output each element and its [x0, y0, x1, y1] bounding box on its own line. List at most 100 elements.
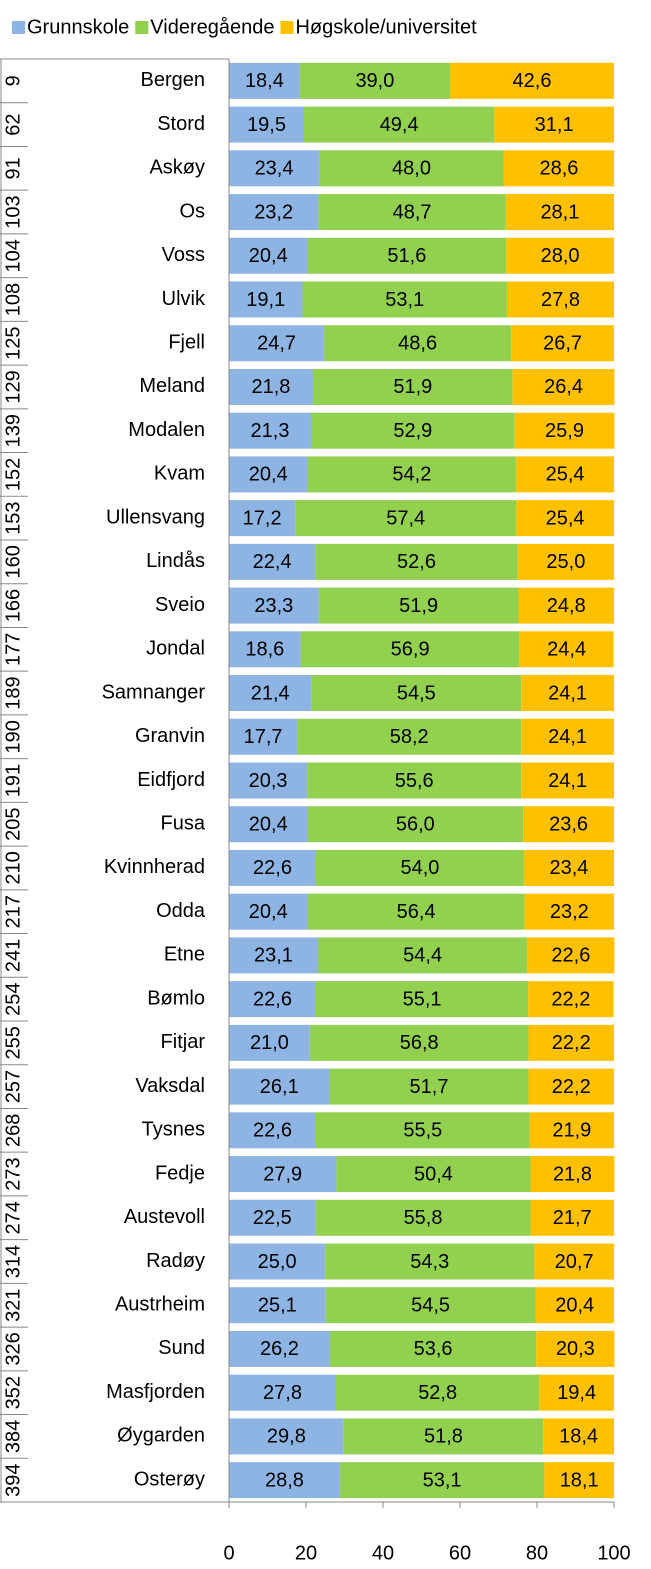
category-label: Radøy [146, 1250, 205, 1272]
bar-segment [229, 1462, 340, 1499]
x-tick-label: 80 [526, 1542, 548, 1564]
data-label: 26,7 [543, 333, 582, 355]
bar-segment [229, 368, 313, 405]
bar-segment [229, 106, 305, 143]
bar-segment [307, 456, 517, 493]
data-label: 23,3 [254, 595, 293, 617]
category-label: Ullensvang [106, 506, 205, 528]
category-label: Granvin [135, 725, 205, 747]
bar-segment [229, 1418, 344, 1455]
data-label: 27,9 [263, 1163, 302, 1185]
bar-segment [503, 150, 614, 187]
bar-segment [521, 675, 614, 712]
legend-label: Grunnskole [27, 16, 129, 38]
data-label: 22,2 [552, 1076, 591, 1098]
bar-segment [536, 1330, 615, 1367]
bar-segment [528, 1024, 614, 1061]
data-label: 27,8 [541, 289, 580, 311]
category-label: Kvinnherad [104, 856, 205, 878]
data-label: 54,3 [410, 1251, 449, 1273]
bar-segment [521, 762, 614, 799]
rank-label: 189 [2, 676, 24, 709]
bar-segment [229, 150, 320, 187]
data-label: 23,2 [550, 901, 589, 923]
data-label: 18,6 [245, 639, 284, 661]
bar-segment [229, 937, 318, 974]
category-label: Kvam [154, 463, 205, 485]
data-label: 20,3 [556, 1338, 595, 1360]
bar-segment [229, 1024, 310, 1061]
data-label: 52,8 [418, 1382, 457, 1404]
category-label: Fedje [155, 1162, 205, 1184]
category-label: Sveio [155, 594, 205, 616]
bar-segment [229, 456, 308, 493]
data-label: 20,7 [555, 1251, 594, 1273]
bar-segment [229, 1330, 330, 1367]
category-label: Lindås [146, 550, 205, 572]
data-label: 48,7 [393, 201, 432, 223]
data-label: 25,4 [546, 464, 585, 486]
rank-label: 153 [2, 501, 24, 534]
x-tick-label: 0 [223, 1542, 234, 1564]
category-label: Odda [156, 900, 206, 922]
bar-segment [229, 675, 312, 712]
data-label: 55,1 [403, 988, 442, 1010]
data-label: 55,8 [404, 1207, 443, 1229]
bar-segment [317, 937, 528, 974]
data-label: 28,8 [265, 1469, 304, 1491]
data-label: 22,5 [253, 1207, 292, 1229]
rank-label: 108 [2, 283, 24, 316]
bar-segment [229, 543, 316, 580]
category-label: Tysnes [142, 1119, 205, 1141]
bar-segment [229, 1199, 316, 1236]
bar-segment [336, 1156, 531, 1193]
rank-label: 314 [2, 1245, 24, 1278]
rank-label: 103 [2, 195, 24, 228]
bar-segment [297, 718, 522, 755]
data-label: 21,4 [251, 682, 290, 704]
data-label: 55,5 [403, 1120, 442, 1142]
data-label: 29,8 [267, 1426, 306, 1448]
data-label: 51,9 [393, 376, 432, 398]
bar-segment [514, 412, 615, 449]
category-label: Ulvik [162, 288, 206, 310]
data-label: 17,7 [244, 726, 283, 748]
bar-segment [527, 937, 615, 974]
rank-label: 274 [2, 1201, 24, 1234]
data-label: 26,2 [260, 1338, 299, 1360]
bar-segment [329, 1330, 537, 1367]
bar-segment [516, 500, 614, 537]
data-label: 21,7 [553, 1207, 592, 1229]
category-label: Samnanger [102, 681, 206, 703]
bar-segment [229, 1243, 326, 1280]
legend-swatch [12, 21, 25, 34]
data-label: 54,0 [400, 857, 439, 879]
data-label: 56,8 [400, 1032, 439, 1054]
data-label: 51,7 [410, 1076, 449, 1098]
bar-segment [229, 1374, 337, 1411]
bar-segment [494, 106, 614, 143]
data-label: 51,8 [424, 1426, 463, 1448]
data-label: 49,4 [380, 114, 419, 136]
rank-label: 125 [2, 327, 24, 360]
bar-segment [229, 893, 308, 930]
data-label: 53,1 [385, 289, 424, 311]
category-label: Austevoll [124, 1206, 205, 1228]
bar-segment [517, 543, 614, 580]
data-label: 23,6 [549, 814, 588, 836]
data-label: 53,1 [423, 1469, 462, 1491]
bar-segment [312, 368, 513, 405]
bar-segment [229, 194, 319, 231]
bar-segment [315, 1199, 531, 1236]
data-label: 23,4 [255, 158, 294, 180]
bar-segment [229, 281, 303, 318]
rank-label: 62 [2, 113, 24, 135]
category-label: Øygarden [117, 1425, 205, 1447]
data-label: 22,6 [253, 988, 292, 1010]
category-label: Osterøy [134, 1468, 205, 1490]
data-label: 42,6 [513, 70, 552, 92]
category-label: Os [179, 200, 205, 222]
data-label: 58,2 [390, 726, 429, 748]
x-tick-label: 100 [597, 1542, 630, 1564]
category-label: Fjell [168, 332, 205, 354]
